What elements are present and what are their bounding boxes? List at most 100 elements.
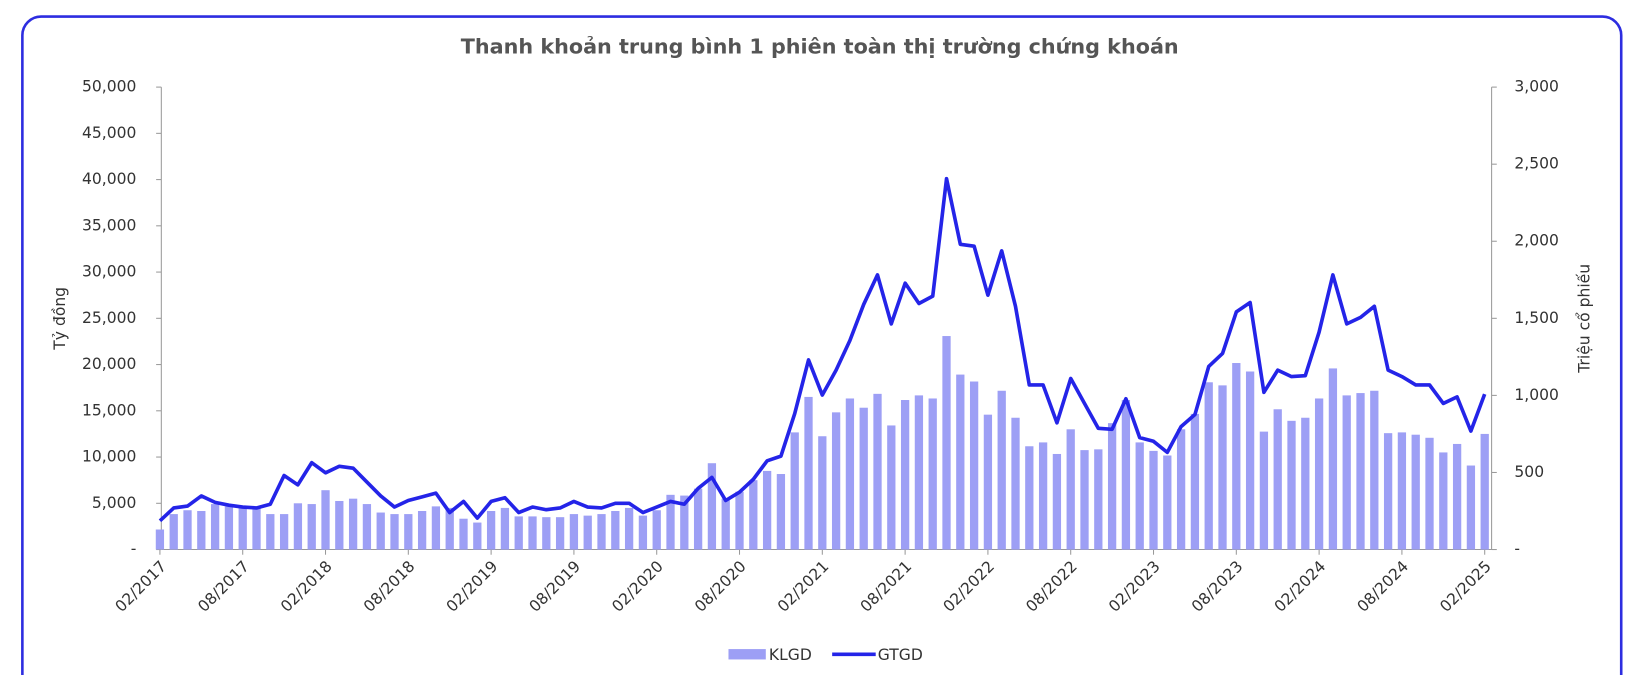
bar: [859, 407, 868, 550]
bar: [1245, 371, 1255, 550]
bar: [638, 515, 648, 550]
bar: [969, 381, 979, 550]
bar: [417, 511, 427, 550]
bar: [900, 400, 910, 550]
bar: [1439, 452, 1448, 550]
bar: [1038, 442, 1048, 550]
bar: [1190, 413, 1200, 550]
bar: [542, 517, 551, 550]
legend-swatch: [728, 649, 766, 660]
bar: [155, 529, 165, 550]
bar: [652, 510, 661, 550]
bar: [1287, 420, 1296, 550]
y-tick-label: 45,000: [82, 124, 136, 142]
y-tick-label: -: [131, 540, 137, 558]
bar: [500, 507, 510, 550]
bar: [514, 516, 523, 550]
y-axis-title: Tỷ đồng: [51, 287, 69, 351]
bar: [818, 436, 827, 550]
bar: [997, 390, 1006, 550]
bar: [431, 506, 441, 550]
bar: [914, 395, 924, 550]
bar: [611, 511, 620, 550]
bar: [224, 506, 234, 550]
bar: [486, 511, 496, 550]
bar: [1356, 393, 1365, 550]
bar: [183, 510, 192, 550]
line: [158, 176, 1487, 523]
bar: [735, 491, 744, 550]
bar: [873, 393, 882, 550]
bar: [887, 425, 896, 550]
bar: [1107, 423, 1117, 550]
bar: [348, 498, 358, 550]
y2-tick-label: 2,000: [1514, 232, 1559, 250]
bar: [707, 463, 717, 550]
bar: [555, 517, 565, 550]
y-tick-label: 25,000: [82, 309, 136, 327]
bar: [1425, 437, 1434, 550]
y-tick-label: 5,000: [92, 494, 137, 512]
y-tick-label: 30,000: [82, 263, 136, 281]
bar: [762, 470, 772, 550]
bar: [362, 504, 372, 550]
bar: [721, 498, 730, 550]
bar: [376, 512, 385, 550]
bar: [928, 398, 937, 550]
bar: [1383, 433, 1393, 550]
bar: [473, 522, 482, 550]
bar: [238, 507, 247, 550]
bar: [1025, 446, 1034, 550]
bar: [1452, 443, 1462, 550]
y-tick-label: 10,000: [82, 448, 136, 466]
bar: [583, 515, 592, 550]
bar: [1411, 434, 1420, 550]
bar: [279, 514, 289, 550]
bar: [1080, 450, 1089, 550]
bar: [404, 514, 413, 550]
bar: [197, 511, 206, 550]
bar: [1052, 453, 1062, 550]
bar: [624, 507, 634, 550]
bar: [1273, 409, 1282, 550]
bar: [335, 500, 344, 550]
y2-tick-label: 1,000: [1514, 386, 1559, 404]
bar: [680, 495, 689, 550]
bar: [1149, 450, 1158, 550]
bar: [1121, 400, 1131, 550]
bar: [1176, 429, 1186, 550]
y2-axis-title: Triệu cổ phiếu: [1575, 264, 1593, 374]
bar: [321, 490, 330, 550]
bar: [1397, 432, 1407, 550]
bar: [266, 514, 275, 550]
bar: [307, 504, 316, 550]
y-tick-label: 15,000: [82, 401, 136, 419]
bar: [1218, 385, 1227, 550]
bar: [390, 514, 399, 550]
bar: [942, 336, 951, 550]
bar: [1011, 417, 1020, 550]
y2-tick-label: 500: [1514, 463, 1544, 481]
bar: [956, 374, 965, 550]
bar: [597, 514, 606, 550]
y2-tick-label: 3,000: [1514, 78, 1559, 96]
bar: [845, 398, 855, 550]
bar: [804, 396, 813, 550]
bar: [1301, 417, 1310, 550]
bar: [1232, 363, 1241, 550]
bar: [445, 507, 454, 550]
bar: [569, 514, 579, 550]
bar: [1094, 449, 1103, 550]
bar: [459, 518, 468, 550]
bar: [1135, 442, 1144, 550]
bar: [983, 414, 993, 550]
y2-tick-label: -: [1514, 540, 1520, 558]
y-tick-label: 20,000: [82, 355, 136, 373]
bar: [1342, 395, 1351, 550]
bar: [776, 474, 786, 550]
bar: [666, 494, 675, 550]
y2-tick-label: 1,500: [1514, 309, 1559, 327]
bar: [749, 480, 758, 550]
y2-tick-label: 2,500: [1514, 155, 1559, 173]
bar: [693, 488, 703, 550]
